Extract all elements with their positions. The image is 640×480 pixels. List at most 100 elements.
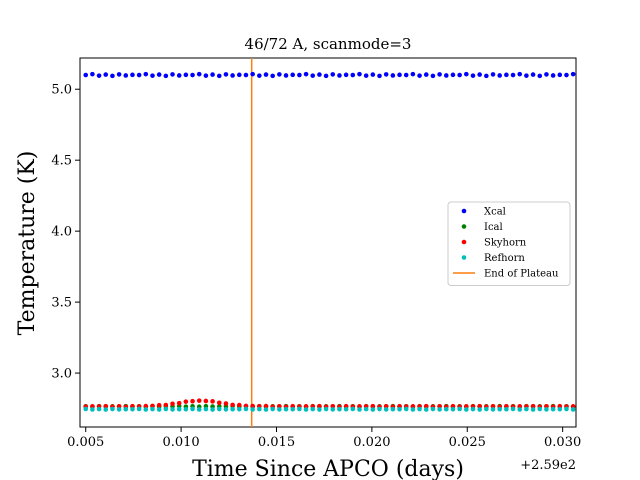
data-point [136,72,142,78]
data-point [283,73,289,78]
data-point [210,399,215,404]
x-tick-label: 0.015 [258,435,295,450]
data-point [524,73,529,78]
data-point [216,73,222,79]
y-tick-label: 5.0 [51,83,72,98]
data-point [423,403,429,409]
data-point [150,403,155,409]
data-point [143,403,149,409]
data-point [570,407,576,412]
data-point [176,406,182,412]
data-point [470,73,476,78]
data-point [504,72,509,78]
data-point [450,72,456,78]
data-point [497,73,502,78]
data-point [430,406,436,412]
data-point [317,407,322,412]
data-point [437,407,442,412]
data-point [390,73,396,78]
data-point [317,72,322,77]
data-point [504,406,509,412]
data-point [457,406,462,412]
data-point [83,406,89,412]
data-point [497,406,502,412]
data-point [464,71,469,77]
data-point [103,403,109,409]
data-point [203,73,209,78]
data-point [443,406,449,412]
data-point [216,406,222,412]
data-point [417,406,422,412]
x-axis: 0.005 0.010 0.015 0.020 0.025 0.030 [67,427,581,450]
data-point [297,406,302,412]
legend: Xcal Ical Skyhorn Refhorn End of Plateau [447,201,571,286]
data-point [170,407,175,412]
data-point [377,406,382,412]
data-point [337,406,342,412]
data-point [510,406,516,412]
data-point [430,73,436,79]
data-point [210,407,215,412]
data-point [163,406,169,412]
data-point [243,406,249,412]
data-point [150,406,155,412]
data-point [530,72,536,77]
data-point [110,406,115,412]
data-point [270,406,275,412]
data-point [350,72,356,78]
data-point [163,73,169,79]
data-point [116,72,122,77]
data-point [530,407,536,412]
data-point [156,72,162,77]
data-point [183,72,189,78]
data-point [477,407,482,412]
data-point [230,406,235,412]
data-point [90,71,95,77]
data-point [457,72,462,78]
data-point [283,406,289,412]
data-point [196,71,202,77]
data-point [243,72,249,78]
data-point [190,398,195,404]
data-point [163,402,169,408]
data-point [250,407,255,412]
data-point [196,407,202,412]
data-point [417,73,422,78]
data-point [470,406,476,412]
x-tick-label: 0.005 [67,435,104,450]
legend-box [447,201,571,286]
data-point [303,71,309,77]
data-point [176,73,182,78]
data-point [116,407,122,412]
x-tick-label: 0.020 [353,435,390,450]
data-point [310,73,316,78]
data-point [303,407,309,412]
data-point [156,407,162,412]
y-tick-label: 3.0 [51,367,72,382]
data-point [337,73,342,78]
data-point [357,407,362,412]
data-point [484,406,489,412]
data-point [477,72,482,77]
legend-marker [461,208,467,214]
data-point [343,406,349,412]
data-point [323,406,329,412]
data-point [403,406,409,412]
data-point [484,73,489,79]
data-point [156,402,162,408]
data-point [123,406,129,412]
data-point [410,407,416,412]
y-axis: 3.0 3.5 4.0 4.5 5.0 [51,83,80,382]
data-point [143,407,149,412]
data-point [363,73,369,78]
legend-marker [461,224,467,229]
data-point [123,73,129,78]
legend-label: Skyhorn [484,238,527,249]
data-point [83,72,89,78]
data-point [343,72,349,78]
data-point [370,403,376,409]
data-point [103,407,109,412]
data-point [170,401,175,407]
data-point [477,403,482,409]
data-point [510,72,516,78]
